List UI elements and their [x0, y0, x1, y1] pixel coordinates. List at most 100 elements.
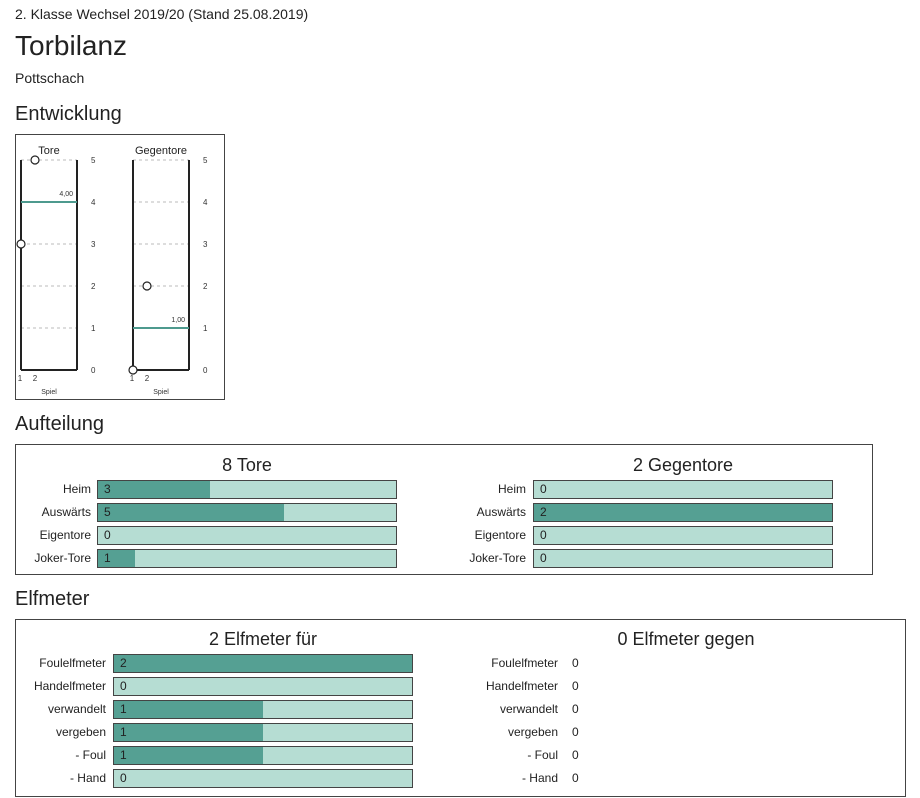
y-tick-label: 0: [203, 366, 208, 375]
row-label: Joker-Tore: [469, 551, 526, 565]
value-bar: 3: [97, 480, 397, 499]
section-heading-aufteilung: Aufteilung: [15, 413, 104, 435]
row-label: Eigentore: [39, 528, 91, 542]
value-text: 0: [572, 679, 579, 693]
value-bar-fill: [114, 724, 263, 741]
value-bar: 0: [113, 769, 413, 788]
value-text: 0: [572, 771, 579, 785]
y-tick-label: 5: [203, 156, 208, 165]
row-label: vergeben: [507, 725, 558, 739]
team-name: Pottschach: [15, 70, 85, 86]
aufteilung-panel: 8 Tore Heim 3 Auswärts 5 Eigentore 0 Joker-Tore…: [15, 444, 873, 575]
value-text: 0: [104, 528, 111, 542]
value-text: 0: [572, 702, 579, 716]
data-point: [142, 281, 152, 291]
value-text: 1: [120, 702, 127, 716]
value-text: 5: [104, 505, 111, 519]
value-bar: 1: [113, 723, 413, 742]
value-bar-fill: [114, 701, 263, 718]
section-heading-entwicklung: Entwicklung: [15, 103, 122, 125]
value-bar: 2: [113, 654, 413, 673]
value-bar: 0: [533, 526, 833, 545]
row-label: - Hand: [521, 771, 558, 785]
chart-title-1: Gegentore: [135, 145, 187, 157]
value-bar: 0: [533, 549, 833, 568]
value-bar-fill: [98, 550, 136, 567]
x-axis-label: Spiel: [41, 389, 57, 396]
row-label: Eigentore: [474, 528, 526, 542]
value-bar: 2: [533, 503, 833, 522]
row-label: vergeben: [55, 725, 106, 739]
value-text: 0: [572, 725, 579, 739]
value-bar: 1: [113, 700, 413, 719]
row-label: Heim: [62, 482, 91, 496]
row-label: Handelfmeter: [485, 679, 558, 693]
competition-subtitle: 2. Klasse Wechsel 2019/20 (Stand 25.08.2…: [15, 6, 309, 22]
value-text: 0: [540, 482, 547, 496]
data-point: [16, 239, 26, 249]
row-label: Foulelfmeter: [39, 656, 106, 670]
data-point: [30, 155, 40, 165]
row-label: - Foul: [75, 748, 106, 762]
data-point: [128, 365, 138, 375]
value-bar-fill: [534, 504, 832, 521]
row-label: Auswärts: [41, 505, 91, 519]
y-tick-label: 3: [91, 240, 96, 249]
page-title: Torbilanz: [15, 30, 128, 61]
elfmeter-panel: 2 Elfmeter für Foulelfmeter 2 Handelfmeter 0…: [15, 619, 906, 797]
x-tick-label: 1: [130, 374, 135, 383]
x-axis-label: Spiel: [153, 389, 169, 396]
value-bar: 0: [113, 677, 413, 696]
y-tick-label: 5: [91, 156, 96, 165]
chart-title-0: Tore: [38, 145, 59, 157]
value-text: 2: [540, 505, 547, 519]
x-tick-label: 1: [18, 374, 23, 383]
value-text: 1: [104, 551, 111, 565]
y-tick-label: 2: [203, 282, 208, 291]
row-label: - Hand: [69, 771, 106, 785]
panel-heading: 2 Elfmeter für: [208, 629, 318, 649]
value-bar: 0: [533, 480, 833, 499]
x-tick-label: 2: [33, 374, 38, 383]
value-text: 0: [572, 656, 579, 670]
average-label: 4,00: [59, 191, 73, 198]
value-text: 0: [540, 551, 547, 565]
row-label: verwandelt: [47, 702, 106, 716]
value-bar: 1: [97, 549, 397, 568]
value-text: 0: [120, 679, 127, 693]
y-tick-label: 1: [91, 324, 96, 333]
row-label: Foulelfmeter: [491, 656, 558, 670]
value-text: 0: [540, 528, 547, 542]
row-label: verwandelt: [499, 702, 558, 716]
x-tick-label: 2: [145, 374, 150, 383]
y-tick-label: 0: [91, 366, 96, 375]
value-bar: 1: [113, 746, 413, 765]
value-text: 0: [572, 748, 579, 762]
value-bar-fill: [98, 504, 285, 521]
value-text: 3: [104, 482, 111, 496]
panel-heading: 2 Gegentore: [632, 455, 734, 475]
value-text: 0: [120, 771, 127, 785]
value-text: 1: [120, 725, 127, 739]
y-tick-label: 1: [203, 324, 208, 333]
y-tick-label: 2: [91, 282, 96, 291]
value-bar-fill: [98, 481, 210, 498]
value-bar: 5: [97, 503, 397, 522]
y-tick-label: 3: [203, 240, 208, 249]
y-tick-label: 4: [91, 198, 96, 207]
row-label: Auswärts: [476, 505, 526, 519]
section-heading-elfmeter: Elfmeter: [15, 588, 90, 610]
value-text: 1: [120, 748, 127, 762]
row-label: - Foul: [527, 748, 558, 762]
value-bar-fill: [114, 747, 263, 764]
row-label: Heim: [497, 482, 526, 496]
value-bar-fill: [114, 655, 412, 672]
y-tick-label: 4: [203, 198, 208, 207]
panel-heading: 0 Elfmeter gegen: [617, 629, 755, 649]
value-bar: 0: [97, 526, 397, 545]
panel-heading: 8 Tore: [222, 455, 272, 475]
development-chart-box: Tore 0 1 2 3 4 5 4,00 1 2 Spiel Gegentore 0 1 2 3 4 5 1,00…: [15, 134, 225, 400]
row-label: Joker-Tore: [34, 551, 91, 565]
average-label: 1,00: [171, 317, 185, 324]
